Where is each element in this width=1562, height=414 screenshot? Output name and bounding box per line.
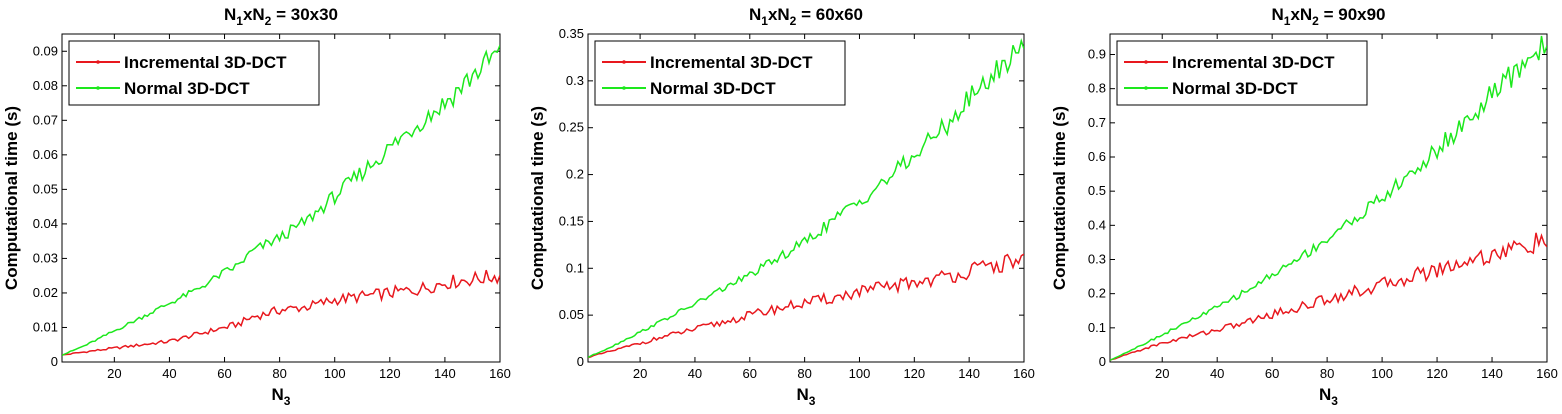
x-tick-label: 160 [1536,366,1558,381]
y-tick-label: 0.7 [1088,115,1106,130]
x-tick-label: 40 [1210,366,1224,381]
y-tick-label: 0.05 [559,307,584,322]
series-line-normal [588,38,1024,359]
series-line-incremental [1110,232,1547,361]
chart-panel-1: 20 40 60 80 100 120 140 160 0 0.01 0.02 0.03 0.04 0.0… [2,5,511,408]
y-tick-label: 0.07 [33,112,58,127]
legend-box [68,40,320,106]
y-tick-label: 0.1 [1088,320,1106,335]
y-tick-label: 0.4 [1088,217,1106,232]
legend-marker [622,60,626,64]
x-tick-label: 140 [434,366,456,381]
chart-title: N1xN2 = 60x60 [749,5,863,28]
x-tick-label: 120 [379,366,401,381]
x-tick-label: 20 [107,366,121,381]
legend-label: Normal 3D-DCT [650,79,776,98]
legend: Incremental 3D-DCT Normal 3D-DCT [594,40,846,106]
x-tick-label: 120 [903,366,925,381]
y-tick-label: 0.6 [1088,149,1106,164]
y-tick-label: 0.35 [559,26,584,41]
x-tick-label: 100 [324,366,346,381]
legend: Incremental 3D-DCT Normal 3D-DCT [1116,40,1368,106]
x-tick-label: 40 [688,366,702,381]
x-tick-label: 80 [272,366,286,381]
y-tick-label: 0.25 [559,120,584,135]
x-tick-label: 140 [1481,366,1503,381]
x-tick-label: 140 [958,366,980,381]
y-tick-label: 0.15 [559,213,584,228]
legend-label: Incremental 3D-DCT [124,53,287,72]
legend-label: Normal 3D-DCT [1172,79,1298,98]
y-tick-label: 0.03 [33,250,58,265]
y-tick-label: 0.09 [33,43,58,58]
y-tick-label: 0.1 [566,260,584,275]
x-tick-label: 20 [1155,366,1169,381]
y-tick-label: 0 [51,354,58,369]
legend-label: Incremental 3D-DCT [1172,53,1335,72]
y-tick-label: 0.8 [1088,81,1106,96]
y-tick-label: 0.2 [1088,286,1106,301]
chart-title: N1xN2 = 30x30 [224,5,338,28]
y-tick-label: 0.04 [33,216,58,231]
y-tick-label: 0.3 [566,73,584,88]
chart-panel-3: 20 40 60 80 100 120 140 160 0 0.1 0.2 0.3 0.4 0.5 0.6 0… [1050,5,1558,408]
legend-marker [96,60,100,64]
y-axis-label: Computational time (s) [1050,106,1069,290]
y-tick-label: 0 [1099,354,1106,369]
legend-marker [96,86,100,90]
x-tick-label: 20 [633,366,647,381]
y-tick-label: 0.05 [33,181,58,196]
y-tick-label: 0.2 [566,167,584,182]
series-line-incremental [62,269,500,356]
legend-box [1116,40,1368,106]
chart-panel-2: 20 40 60 80 100 120 140 160 0 0.05 0.1 0.15 0.2 0.25 0… [528,5,1035,408]
y-tick-label: 0.08 [33,78,58,93]
legend-marker [622,86,626,90]
x-tick-label: 60 [217,366,231,381]
legend-label: Normal 3D-DCT [124,79,250,98]
x-axis-label: N3 [272,385,291,408]
series-line-normal [1110,35,1547,361]
y-tick-label: 0.01 [33,319,58,334]
y-tick-label: 0.5 [1088,183,1106,198]
series-line-incremental [588,253,1024,359]
y-axis-label: Computational time (s) [528,106,547,290]
y-tick-label: 0 [577,354,584,369]
legend-label: Incremental 3D-DCT [650,53,813,72]
chart-title: N1xN2 = 90x90 [1271,5,1385,28]
x-axis-label: N3 [797,385,816,408]
x-tick-label: 160 [1013,366,1035,381]
x-tick-label: 80 [797,366,811,381]
y-tick-label: 0.06 [33,147,58,162]
x-tick-label: 80 [1320,366,1334,381]
y-tick-label: 0.9 [1088,47,1106,62]
legend: Incremental 3D-DCT Normal 3D-DCT [68,40,320,106]
y-tick-label: 0.02 [33,285,58,300]
x-axis-label: N3 [1319,385,1338,408]
series-line-normal [62,44,500,357]
y-axis-label: Computational time (s) [2,106,21,290]
x-tick-label: 120 [1426,366,1448,381]
legend-marker [1144,60,1148,64]
x-tick-label: 60 [743,366,757,381]
legend-marker [1144,86,1148,90]
x-tick-label: 100 [1371,366,1393,381]
y-tick-label: 0.3 [1088,252,1106,267]
x-tick-label: 160 [489,366,511,381]
x-tick-label: 40 [162,366,176,381]
legend-box [594,40,846,106]
x-tick-label: 60 [1265,366,1279,381]
x-tick-label: 100 [849,366,871,381]
